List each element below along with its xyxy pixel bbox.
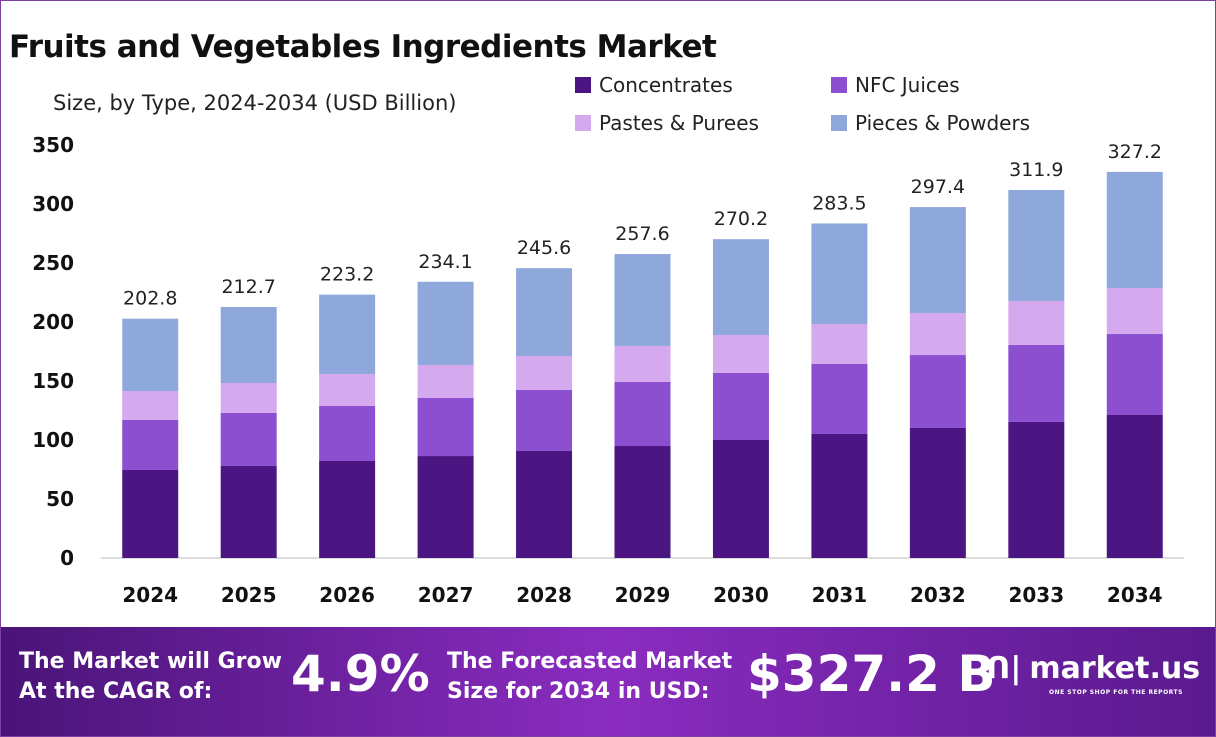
bar-segment-pastes-purees [1106,288,1163,335]
bar-segment-pastes-purees [614,345,671,382]
total-label: 257.6 [615,223,669,245]
bar-segment-concentrates [712,440,769,558]
x-tick-label: 2027 [418,583,474,607]
x-tick-label: 2024 [122,583,178,607]
forecast-label-line1: The Forecasted Market [447,649,733,674]
y-tick-label: 0 [60,546,74,570]
bar-segment-nfc-juices [614,381,671,447]
bar-segment-pieces-powders [712,239,769,335]
bar-segment-concentrates [614,446,671,558]
bar-segment-nfc-juices [712,372,769,440]
bar-segment-pieces-powders [1106,171,1163,289]
total-label: 327.2 [1108,141,1162,163]
forecast-value: $327.2 B [747,645,996,703]
bar-segment-nfc-juices [417,397,474,457]
total-label: 270.2 [714,208,768,230]
bar-segment-pieces-powders [909,207,966,314]
legend-label: Pastes & Purees [599,111,759,135]
total-label: 311.9 [1009,159,1063,181]
y-tick-label: 250 [32,251,74,275]
bar-segment-pastes-purees [811,324,868,365]
x-tick-label: 2029 [615,583,671,607]
bar-segment-concentrates [1106,414,1163,558]
cagr-label-line1: The Market will Grow [19,649,282,674]
x-tick-label: 2030 [713,583,769,607]
legend-label: NFC Juices [855,73,960,97]
bar-segment-pastes-purees [319,374,376,407]
bar-segment-nfc-juices [516,389,573,451]
y-tick-label: 300 [32,192,74,216]
bar-segment-pieces-powders [319,294,376,375]
bar-segment-concentrates [319,461,376,558]
y-tick-label: 350 [32,133,74,157]
bar-segment-pastes-purees [220,383,277,413]
total-label: 283.5 [812,192,866,214]
cagr-label-line2: At the CAGR of: [19,679,213,704]
forecast-label-line2: Size for 2034 in USD: [447,679,710,704]
brand-logo: ᑎ| market.us [986,651,1200,686]
bar-segment-pastes-purees [417,364,474,398]
bar-segment-pieces-powders [122,318,179,392]
x-tick-label: 2025 [221,583,277,607]
total-label: 223.2 [320,264,374,286]
legend-concentrates: Concentrates [575,73,733,97]
x-tick-label: 2032 [910,583,966,607]
cagr-label: The Market will Grow At the CAGR of: [19,647,282,707]
y-tick-label: 200 [32,310,74,334]
footer-banner: The Market will Grow At the CAGR of: 4.9… [1,627,1215,736]
forecast-label: The Forecasted Market Size for 2034 in U… [447,647,732,707]
bar-segment-nfc-juices [909,355,966,428]
x-tick-label: 2028 [516,583,572,607]
y-tick-label: 150 [32,369,74,393]
chart-subtitle: Size, by Type, 2024-2034 (USD Billion) [53,91,457,115]
total-label: 202.8 [123,288,177,310]
total-label: 234.1 [418,251,472,273]
bar-segment-pieces-powders [614,254,671,346]
legend-pieces-powders: Pieces & Powders [831,111,1030,135]
bar-segment-nfc-juices [811,364,868,434]
bar-segment-pastes-purees [909,313,966,356]
x-tick-label: 2031 [812,583,868,607]
bar-segment-pastes-purees [712,334,769,373]
y-tick-label: 50 [46,487,74,511]
bar-segment-nfc-juices [319,406,376,462]
cagr-value: 4.9% [291,645,430,703]
bar-segment-concentrates [1008,421,1065,558]
bar-segment-concentrates [909,427,966,558]
x-tick-label: 2034 [1107,583,1163,607]
chart-title: Fruits and Vegetables Ingredients Market [9,29,717,65]
total-label: 297.4 [911,176,965,198]
y-tick-label: 100 [32,428,74,452]
bar-segment-pieces-powders [417,281,474,365]
bar-segment-concentrates [516,450,573,558]
legend-label: Pieces & Powders [855,111,1031,135]
bar-segment-pieces-powders [811,223,868,325]
legend-nfc-juices: NFC Juices [831,73,960,97]
brand-name: market.us [1029,651,1201,686]
bar-segment-nfc-juices [122,419,179,470]
bar-segment-concentrates [417,456,474,558]
bar-segment-concentrates [811,433,868,558]
bar-segment-pastes-purees [1008,300,1065,346]
total-label: 212.7 [221,276,275,298]
bar-segment-pastes-purees [516,355,573,390]
market-us-logo-icon: ᑎ| [986,651,1022,686]
x-tick-label: 2033 [1008,583,1064,607]
bar-segment-nfc-juices [220,412,277,466]
plot-area: 0 50 100 150 200 250 300 350 202.8 2024 212.7 2025 2… [32,133,1184,607]
bar-segment-nfc-juices [1008,345,1065,422]
x-tick-label: 2026 [319,583,375,607]
legend-label: Concentrates [599,73,733,97]
bar-segment-pieces-powders [220,307,277,384]
bar-segment-concentrates [220,465,277,558]
bar-segment-pieces-powders [516,268,573,356]
total-label: 245.6 [517,237,571,259]
bar-segment-concentrates [122,469,179,558]
bar-segment-nfc-juices [1106,334,1163,415]
legend-pastes-purees: Pastes & Purees [575,111,759,135]
bar-segment-pastes-purees [122,391,179,420]
bar-segment-pieces-powders [1008,189,1065,301]
brand-tagline: ONE STOP SHOP FOR THE REPORTS [1049,689,1183,696]
